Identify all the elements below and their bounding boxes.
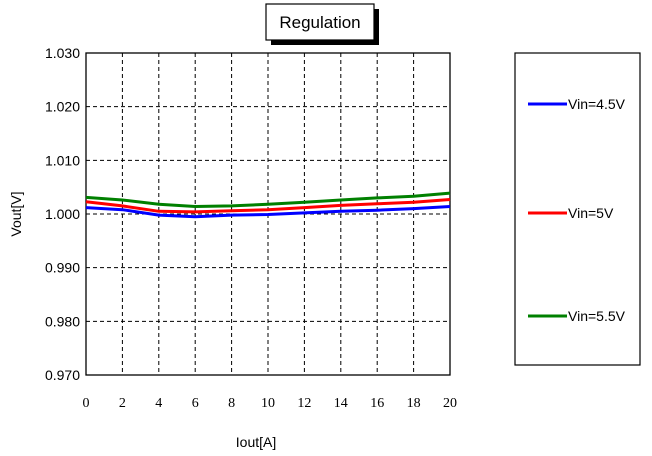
x-tick-label: 20 <box>443 396 457 411</box>
x-tick-label: 10 <box>261 396 275 411</box>
x-tick-label: 14 <box>334 396 348 411</box>
y-tick-label: 1.010 <box>45 152 80 168</box>
chart-title-box: Regulation <box>265 3 379 45</box>
x-tick-label: 18 <box>407 396 421 411</box>
series-line-vin-5v <box>85 198 451 214</box>
legend: Vin=4.5V Vin=5V Vin=5.5V <box>528 96 626 324</box>
title-frame <box>265 3 375 41</box>
x-axis-ticks: 0 2 4 6 8 10 12 14 16 18 20 <box>83 396 458 411</box>
y-tick-label: 1.020 <box>45 99 80 115</box>
y-tick-label: 0.970 <box>45 367 80 383</box>
x-tick-label: 8 <box>228 396 235 411</box>
y-tick-label: 0.980 <box>45 313 80 329</box>
y-axis-label: Vout[V] <box>8 191 24 236</box>
x-tick-label: 0 <box>83 396 90 411</box>
legend-label: Vin=5.5V <box>568 308 626 324</box>
x-tick-label: 16 <box>370 396 384 411</box>
y-axis-ticks: 1.030 1.020 1.010 1.000 0.990 0.980 0.970 <box>45 45 80 383</box>
y-tick-label: 1.000 <box>45 206 80 222</box>
legend-label: Vin=4.5V <box>568 96 626 112</box>
x-tick-label: 2 <box>119 396 126 411</box>
x-axis-label: Iout[A] <box>236 434 276 450</box>
y-tick-label: 1.030 <box>45 45 80 61</box>
x-tick-label: 6 <box>192 396 199 411</box>
y-tick-label: 0.990 <box>45 260 80 276</box>
legend-label: Vin=5V <box>568 205 614 221</box>
x-tick-label: 12 <box>297 396 311 411</box>
chart-title: Regulation <box>279 13 360 32</box>
series-lines <box>85 191 451 219</box>
x-tick-label: 4 <box>155 396 162 411</box>
series-line-vin-4-5v <box>85 205 451 219</box>
series-line-vin-5-5v <box>85 191 451 208</box>
